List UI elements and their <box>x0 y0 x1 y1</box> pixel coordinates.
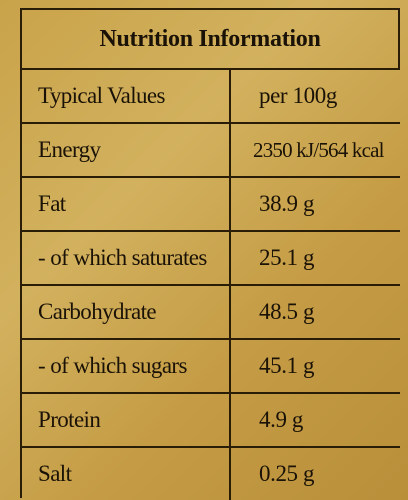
row-label-energy: Energy <box>22 124 231 176</box>
row-value-saturates: 25.1 g <box>259 245 315 270</box>
row-label-saturates: - of which saturates <box>22 232 231 284</box>
row-value-carbohydrate: 48.5 g <box>259 299 315 324</box>
table-row: Salt 0.25 g <box>22 448 400 500</box>
table-title: Nutrition Information <box>22 10 400 70</box>
table-body: Typical Values per 100g Energy 2350 kJ/5… <box>22 70 400 500</box>
table-row: Fat 38.9 g <box>22 178 400 232</box>
row-label-sugars: - of which sugars <box>22 340 231 392</box>
table-row: Energy 2350 kJ/564 kcal <box>22 124 400 178</box>
row-label-carbohydrate: Carbohydrate <box>22 286 231 338</box>
row-value-salt: 0.25 g <box>259 461 315 486</box>
table-row: - of which sugars 45.1 g <box>22 340 400 394</box>
row-label-protein: Protein <box>22 394 231 446</box>
table-row: Carbohydrate 48.5 g <box>22 286 400 340</box>
nutrition-table: Nutrition Information Typical Values per… <box>20 8 400 500</box>
row-label-fat: Fat <box>22 178 231 230</box>
row-value-fat: 38.9 g <box>259 191 315 216</box>
table-row: Typical Values per 100g <box>22 70 400 124</box>
row-value-protein: 4.9 g <box>259 407 304 432</box>
row-value-sugars: 45.1 g <box>259 353 315 378</box>
row-value-typical-values: per 100g <box>259 83 337 108</box>
table-row: Protein 4.9 g <box>22 394 400 448</box>
row-label-typical-values: Typical Values <box>22 70 231 122</box>
row-value-energy: 2350 kJ/564 kcal <box>253 137 384 162</box>
table-row: - of which saturates 25.1 g <box>22 232 400 286</box>
row-label-salt: Salt <box>22 448 231 500</box>
